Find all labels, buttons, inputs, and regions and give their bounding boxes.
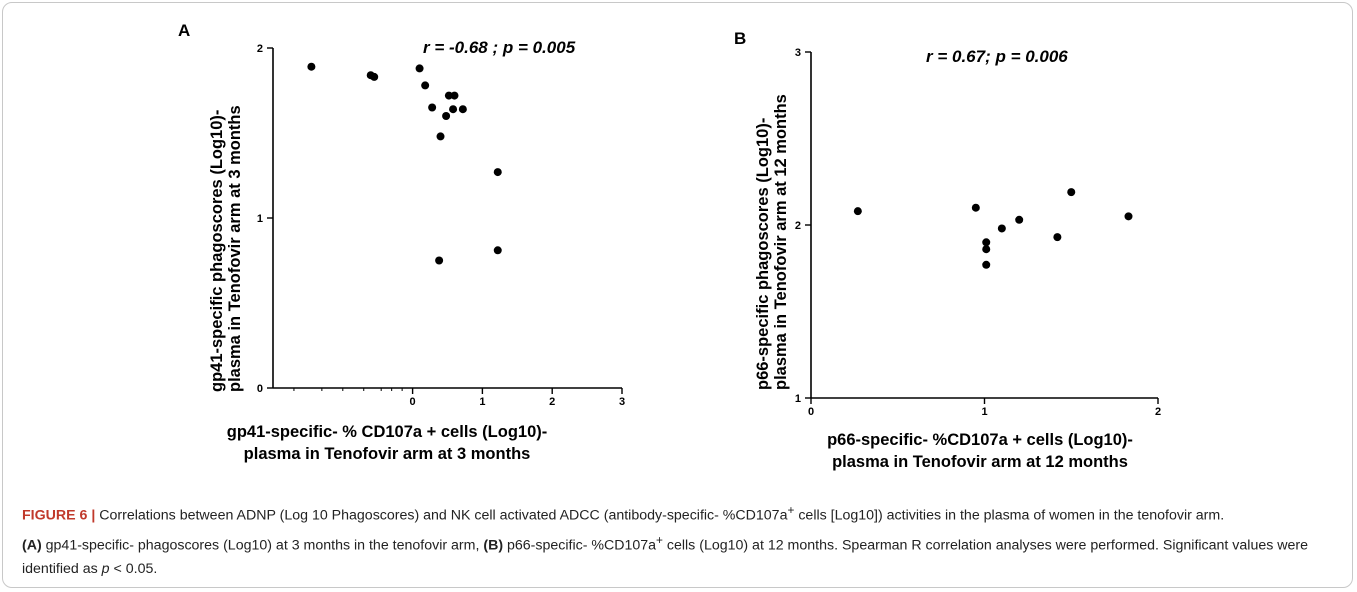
caption-ref-b: (B): [483, 537, 504, 554]
data-point: [493, 168, 502, 177]
caption-sup-1: +: [787, 503, 795, 517]
y-tick-label: 1: [257, 213, 263, 225]
caption-p-symbol: p: [101, 561, 110, 578]
panel-a-x-label-line2: plasma in Tenofovir arm at 3 months: [244, 445, 531, 463]
y-tick-label: 2: [257, 43, 263, 55]
x-tick-label: 1: [479, 396, 485, 408]
data-point: [428, 103, 437, 112]
figure-label: FIGURE 6 |: [22, 507, 96, 524]
data-point: [444, 91, 453, 100]
panel-a-y-label-line1: gp41-specific phagoscores (Log10)-: [208, 110, 226, 392]
caption-text-3: gp41-specific- phagoscores (Log10) at 3 …: [41, 537, 480, 554]
data-point: [449, 105, 458, 114]
data-point: [442, 112, 451, 120]
data-point: [435, 256, 444, 265]
caption-text-1: Correlations between ADNP (Log 10 Phagos…: [95, 507, 788, 524]
data-point: [493, 246, 502, 255]
caption-text-2: cells [Log10]) activities in the plasma …: [794, 507, 1225, 524]
caption-text-5: cells (Log10) at 12 months. Spearman R c…: [22, 537, 1309, 578]
caption-ref-a: (A): [22, 537, 42, 554]
data-point: [450, 91, 459, 100]
x-tick-label: 2: [549, 396, 555, 408]
caption-text-4: p66-specific- %CD107a: [503, 537, 657, 554]
caption-sup-2: +: [656, 532, 663, 547]
x-tick-label: 0: [410, 396, 416, 408]
data-point: [421, 81, 430, 90]
data-point: [307, 62, 316, 71]
panel-a-x-label-line1: gp41-specific- % CD107a + cells (Log10)-: [227, 423, 548, 441]
y-tick-label: 0: [257, 383, 263, 395]
x-tick-label: 3: [619, 396, 625, 408]
data-point: [458, 105, 467, 114]
data-point: [436, 132, 445, 141]
figure-caption: FIGURE 6 | Correlations between ADNP (Lo…: [22, 498, 1342, 581]
panel-a-stats-annotation: r = -0.68 ; p = 0.005: [423, 38, 576, 57]
panel-a-y-label-line2: plasma in Tenofovir arm at 3 months: [226, 105, 244, 392]
caption-text-6: < 0.05.: [109, 561, 158, 578]
panel-a-letter: A: [178, 21, 190, 40]
data-point: [415, 64, 424, 73]
data-point: [370, 72, 379, 81]
